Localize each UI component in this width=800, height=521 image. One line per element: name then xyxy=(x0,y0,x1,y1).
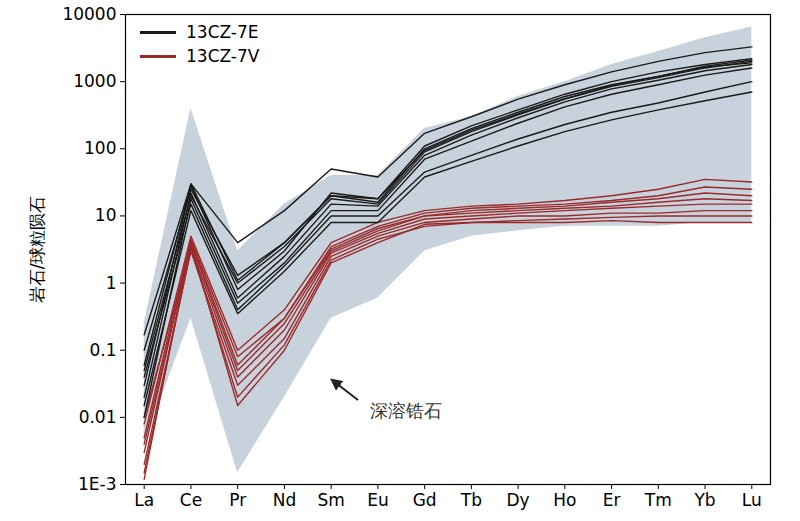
svg-text:Pr: Pr xyxy=(229,490,246,510)
svg-text:Sm: Sm xyxy=(317,490,344,510)
svg-text:Ce: Ce xyxy=(180,490,202,510)
svg-text:岩石/球粒陨石: 岩石/球粒陨石 xyxy=(27,196,47,304)
svg-text:深溶锆石: 深溶锆石 xyxy=(370,400,442,421)
svg-text:Ho: Ho xyxy=(553,490,576,510)
svg-text:0.1: 0.1 xyxy=(89,340,116,360)
svg-text:Nd: Nd xyxy=(273,490,297,510)
svg-text:100: 100 xyxy=(84,138,116,158)
svg-text:1: 1 xyxy=(106,273,117,293)
svg-text:Er: Er xyxy=(603,490,621,510)
svg-text:La: La xyxy=(134,490,154,510)
html-text:13CZ-7E: 13CZ-7E xyxy=(186,22,259,42)
svg-text:Yb: Yb xyxy=(693,490,715,510)
svg-text:0.01: 0.01 xyxy=(79,407,117,427)
svg-text:1E-3: 1E-3 xyxy=(78,474,117,494)
svg-text:1000: 1000 xyxy=(73,71,116,91)
svg-text:Dy: Dy xyxy=(507,490,530,510)
svg-text:Eu: Eu xyxy=(367,490,389,510)
svg-text:10000: 10000 xyxy=(62,4,116,24)
svg-text:Tb: Tb xyxy=(460,490,482,510)
svg-text:Gd: Gd xyxy=(413,490,437,510)
html-text:13CZ-7V: 13CZ-7V xyxy=(186,46,260,66)
svg-text:Lu: Lu xyxy=(742,490,762,510)
svg-text:Tm: Tm xyxy=(644,490,672,510)
svg-text:10: 10 xyxy=(95,205,117,225)
